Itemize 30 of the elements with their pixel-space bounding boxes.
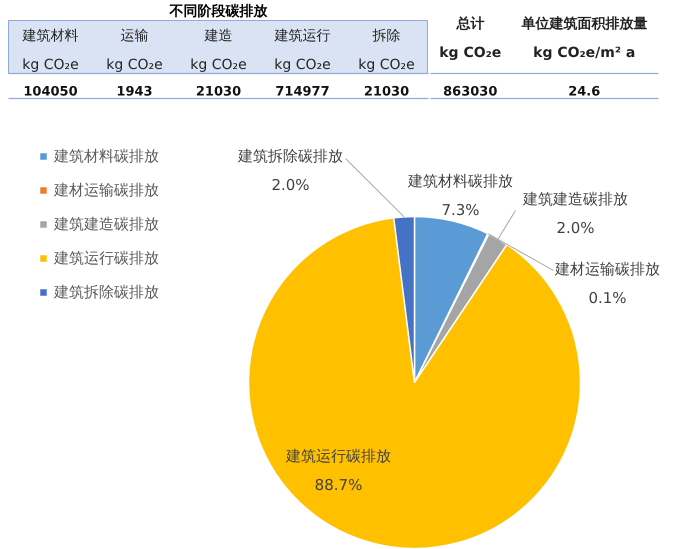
- legend-label: 建筑拆除碳排放: [54, 282, 159, 302]
- data-label: 24.6: [568, 84, 600, 100]
- data-label: 863030: [443, 84, 498, 100]
- legend-label: 建筑运行碳排放: [54, 248, 159, 268]
- data-label: 0.1%: [588, 288, 627, 307]
- legend-label: 建材运输碳排放: [54, 180, 159, 200]
- slice-label: 建筑材料碳排放: [407, 172, 513, 190]
- data-label: 714977: [275, 84, 330, 100]
- slice-label: 建筑拆除碳排放: [237, 147, 343, 166]
- category-label: 建造 kg CO₂e: [190, 28, 247, 73]
- category-label: 运输 kg CO₂e: [106, 28, 163, 73]
- data-label: 21030: [364, 84, 410, 100]
- data-label: 1943: [116, 84, 153, 100]
- legend-label: 建筑建造碳排放: [54, 214, 159, 234]
- category-label: 拆除 kg CO₂e: [358, 28, 415, 73]
- legend-label: 建筑材料碳排放: [54, 146, 159, 166]
- data-label: 7.3%: [441, 200, 480, 219]
- text: 不同阶段碳排放: [168, 4, 268, 20]
- slice-label: 建材运输碳排放: [554, 260, 660, 278]
- data-label: 2.0%: [556, 218, 595, 237]
- category-label: 建筑材料 kg CO₂e: [22, 28, 79, 73]
- data-label: 104050: [23, 84, 78, 100]
- data-label: 21030: [196, 84, 242, 100]
- category-label: 总计 kg CO₂e: [439, 16, 502, 61]
- data-label: 88.7%: [314, 476, 362, 494]
- category-label: 建筑运行 kg CO₂e: [274, 28, 331, 73]
- data-label: 2.0%: [271, 176, 310, 194]
- slice-label: 建筑建造碳排放: [522, 190, 628, 208]
- slice-label: 建筑运行碳排放: [285, 447, 391, 466]
- category-label: 单位建筑面积排放量 kg CO₂e/m² a: [520, 16, 648, 61]
